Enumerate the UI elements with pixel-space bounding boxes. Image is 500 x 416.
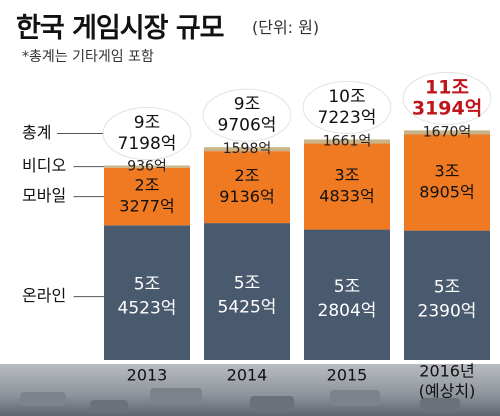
label-mobile: 3조 8905억 xyxy=(419,162,474,202)
background-car xyxy=(20,392,66,406)
background-car xyxy=(330,390,380,406)
background-photo xyxy=(0,364,500,416)
background-car xyxy=(150,388,202,404)
bar-mobile xyxy=(304,143,390,230)
bar-video xyxy=(304,139,390,144)
label-online: 5조 2804억 xyxy=(318,277,377,321)
label-mobile: 2조 3277억 xyxy=(119,176,174,216)
x-tick-label: 2013 xyxy=(127,366,168,385)
unit-label: (단위: 원) xyxy=(252,18,320,37)
total-bubble xyxy=(202,88,292,142)
x-tick-label: 2014 xyxy=(227,366,268,385)
bar-online xyxy=(104,225,190,360)
bar-video xyxy=(404,130,490,135)
legend-label: 온라인 xyxy=(22,286,66,305)
label-video: 936억 xyxy=(127,159,167,175)
label-total: 10조 7223억 xyxy=(318,87,377,128)
label-total: 11조 3194억 xyxy=(412,76,482,119)
label-video: 1670억 xyxy=(423,124,472,140)
background-car xyxy=(250,396,294,410)
legend-label: 총계 xyxy=(22,123,51,142)
total-bubble xyxy=(402,71,492,125)
background-cars xyxy=(20,388,460,412)
bar-video xyxy=(204,147,290,152)
label-total: 9조 7198억 xyxy=(118,113,177,154)
label-video: 1661억 xyxy=(323,133,372,149)
label-mobile: 2조 9136억 xyxy=(219,166,274,206)
label-online: 5조 5425억 xyxy=(218,274,277,318)
background-car xyxy=(420,398,460,410)
legend-label: 모바일 xyxy=(22,186,66,205)
x-tick-label: 2016년 (예상치) xyxy=(419,362,476,401)
total-bubble xyxy=(302,80,392,134)
background-car xyxy=(90,400,128,412)
bar-mobile xyxy=(404,134,490,231)
chart-title: 한국 게임시장 규모 xyxy=(16,13,225,44)
bar-online xyxy=(404,230,490,360)
label-online: 5조 4523억 xyxy=(118,275,177,319)
bar-online xyxy=(304,229,390,360)
x-tick-label: 2015 xyxy=(327,366,368,385)
label-online: 5조 2390억 xyxy=(418,277,477,321)
bar-online xyxy=(204,223,290,360)
label-video: 1598억 xyxy=(223,141,272,157)
bar-video xyxy=(104,165,190,168)
label-mobile: 3조 4833억 xyxy=(319,166,374,206)
label-total: 9조 9706억 xyxy=(218,95,277,136)
bar-mobile xyxy=(204,151,290,224)
total-note: *총계는 기타게임 포함 xyxy=(22,49,154,65)
bar-mobile xyxy=(104,167,190,226)
legend-label: 비디오 xyxy=(22,156,66,175)
